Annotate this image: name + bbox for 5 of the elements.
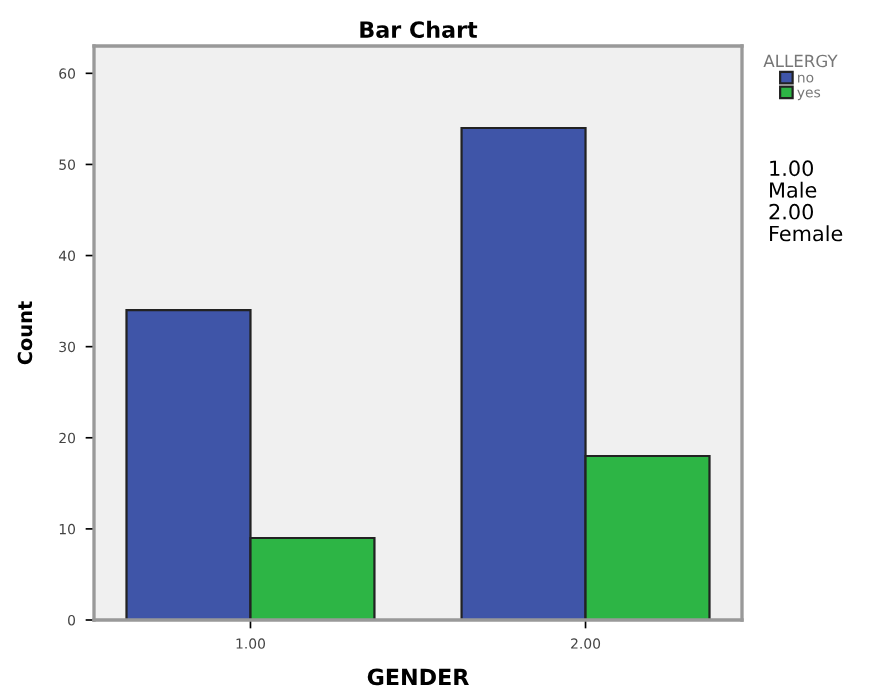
y-axis-title: Count [17,301,33,365]
text: 1.00 Male 2.00 Female [769,160,843,242]
chart-title: Bar Chart [360,20,478,38]
x-axis-title: GENDER [367,668,469,686]
legend-title: ALLERGY [763,54,838,68]
